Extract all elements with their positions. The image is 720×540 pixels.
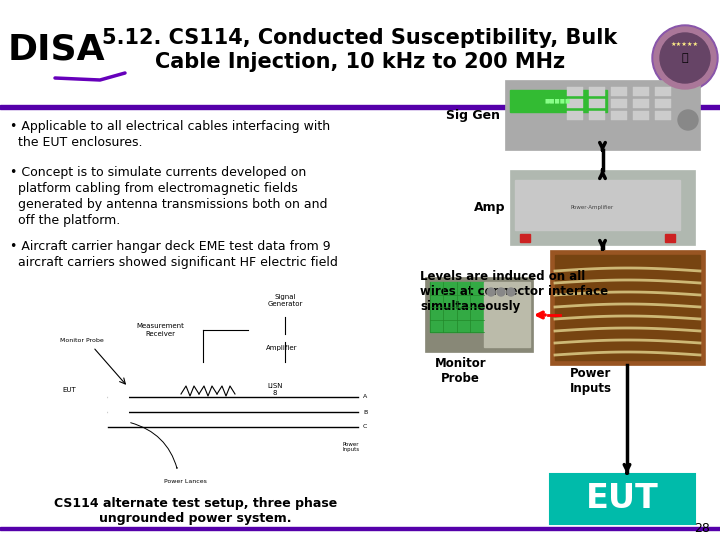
Text: Signal
Generator: Signal Generator [268,294,303,307]
Bar [510,170,695,245]
Bar [633,111,649,120]
Bar [567,87,583,96]
Bar [550,250,705,365]
Bar [520,234,530,242]
Bar [633,87,649,96]
Bar [18,277,373,492]
Circle shape [487,288,495,296]
Circle shape [497,288,505,296]
Text: • Applicable to all electrical cables interfacing with
  the EUT enclosures.: • Applicable to all electrical cables in… [10,120,330,149]
Bar [118,316,203,344]
Bar [0,0,720,109]
Bar [633,99,649,108]
Bar [108,366,128,414]
Text: Cable Injection, 10 kHz to 200 MHz: Cable Injection, 10 kHz to 200 MHz [155,52,565,72]
Bar [555,255,700,360]
Text: A: A [363,395,367,400]
Bar [248,285,323,317]
Text: ★★★★★: ★★★★★ [671,42,699,46]
Bar [510,90,607,112]
Bar [567,111,583,120]
Text: 🦅: 🦅 [682,53,688,63]
Bar [611,99,627,108]
Text: 5.12. CS114, Conducted Susceptibility, Bulk: 5.12. CS114, Conducted Susceptibility, B… [102,28,618,48]
Bar [611,111,627,120]
Text: Power·Amplifier: Power·Amplifier [570,206,613,211]
Bar [589,99,605,108]
Bar [430,282,484,332]
Text: CS114 alternate test setup, three phase
ungrounded power system.: CS114 alternate test setup, three phase … [54,497,337,525]
Bar [655,111,671,120]
Text: EUT: EUT [62,387,76,393]
Text: DISA: DISA [8,33,106,67]
Text: Amplifier: Amplifier [266,345,298,351]
Text: • Concept is to simulate currents developed on
  platform cabling from electroma: • Concept is to simulate currents develo… [10,166,328,227]
Bar [611,87,627,96]
Bar [0,105,720,109]
Bar [484,282,530,347]
Text: Amp: Amp [474,201,505,214]
Text: Measurement
Receiver: Measurement Receiver [137,323,184,336]
FancyArrowPatch shape [131,423,177,468]
Bar [589,87,605,96]
Text: Power
Inputs: Power Inputs [570,367,612,395]
Text: 28: 28 [694,522,710,535]
Text: Sig Gen: Sig Gen [446,109,500,122]
Circle shape [652,25,718,91]
Bar [655,87,671,96]
Bar [0,527,720,530]
Bar [665,234,675,242]
Circle shape [660,33,710,83]
Text: ■■■■■: ■■■■■ [545,98,571,104]
Text: Power Lances: Power Lances [163,479,207,484]
Text: Monitor Probe: Monitor Probe [60,338,104,342]
Bar [30,362,108,417]
Circle shape [678,110,698,130]
Circle shape [654,27,716,89]
Bar [241,362,309,417]
Text: C: C [363,424,367,429]
Bar [248,334,316,362]
Text: B: B [363,409,367,415]
Text: Levels are induced on all
wires at connector interface
simultaneously: Levels are induced on all wires at conne… [420,270,608,313]
Text: EUT: EUT [586,483,659,516]
Bar [589,111,605,120]
Bar [505,80,700,150]
Bar [425,277,533,352]
Bar [515,180,680,230]
Text: • Aircraft carrier hangar deck EME test data from 9
  aircraft carriers showed s: • Aircraft carrier hangar deck EME test … [10,240,338,269]
Text: Power
Inputs: Power Inputs [343,442,359,453]
Bar [550,474,695,524]
Text: Monitor
Probe: Monitor Probe [435,357,487,385]
Bar [655,99,671,108]
Circle shape [507,288,515,296]
Bar [567,99,583,108]
Text: LISN
8: LISN 8 [267,383,283,396]
